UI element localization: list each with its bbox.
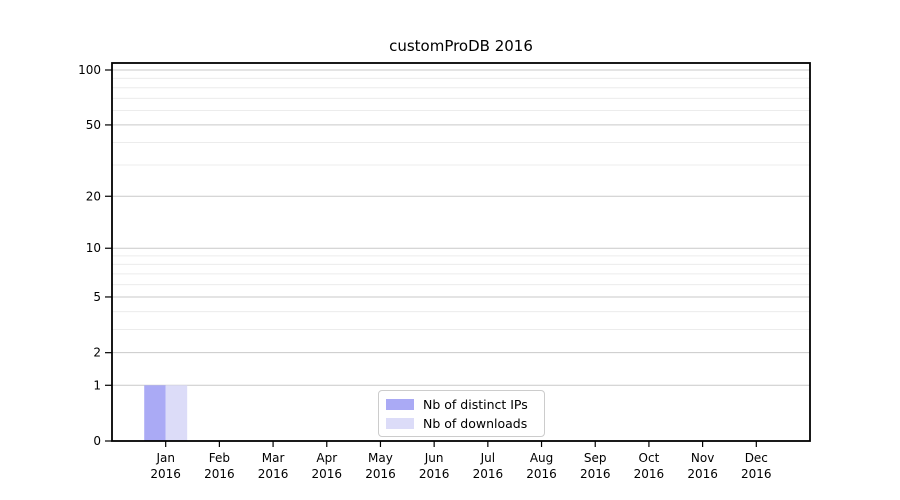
y-tick-label: 20 (86, 189, 101, 203)
x-tick-label-year: 2016 (365, 467, 396, 481)
x-tick-label-month: Sep (584, 451, 607, 465)
x-tick-label-month: Feb (209, 451, 230, 465)
y-tick-label: 1 (93, 378, 101, 392)
x-tick-label-month: Mar (262, 451, 285, 465)
y-tick-label: 5 (93, 290, 101, 304)
x-tick-label-month: Jun (424, 451, 444, 465)
legend-label-distinct-ips: Nb of distinct IPs (423, 396, 528, 412)
x-tick-label-year: 2016 (204, 467, 235, 481)
chart-title: customProDB 2016 (389, 37, 533, 55)
x-tick-label-year: 2016 (687, 467, 718, 481)
x-tick-label-year: 2016 (634, 467, 665, 481)
y-tick-label: 0 (93, 434, 101, 448)
x-tick-label-year: 2016 (150, 467, 181, 481)
y-tick-label: 50 (86, 118, 101, 132)
x-tick-label-year: 2016 (258, 467, 289, 481)
legend-item-distinct-ips: Nb of distinct IPs (386, 397, 544, 412)
x-tick-label-month: Aug (530, 451, 553, 465)
legend-label-downloads: Nb of downloads (423, 415, 528, 431)
x-tick-label-year: 2016 (311, 467, 342, 481)
legend-swatch-downloads-icon (386, 417, 414, 429)
x-tick-label-month: Oct (639, 451, 660, 465)
x-tick-label-month: Jul (480, 451, 495, 465)
x-tick-label-year: 2016 (741, 467, 772, 481)
y-tick-label: 2 (93, 346, 101, 360)
x-tick-label-month: Dec (745, 451, 768, 465)
plot-frame (111, 62, 811, 442)
x-tick-label-month: May (368, 451, 393, 465)
legend: Nb of distinct IPs Nb of downloads (378, 390, 545, 437)
y-tick-label: 10 (86, 241, 101, 255)
x-tick-label-year: 2016 (526, 467, 557, 481)
x-tick-label-month: Apr (316, 451, 337, 465)
bar-downloads (165, 385, 188, 441)
legend-swatch-distinct-ips-icon (386, 398, 414, 410)
x-tick-label-year: 2016 (473, 467, 504, 481)
x-tick-label-month: Jan (155, 451, 175, 465)
x-tick-label-month: Nov (691, 451, 714, 465)
legend-item-downloads: Nb of downloads (386, 416, 544, 431)
y-tick-label: 100 (78, 63, 101, 77)
x-tick-label-year: 2016 (580, 467, 611, 481)
bar-distinct-ips (144, 385, 166, 441)
x-tick-label-year: 2016 (419, 467, 450, 481)
